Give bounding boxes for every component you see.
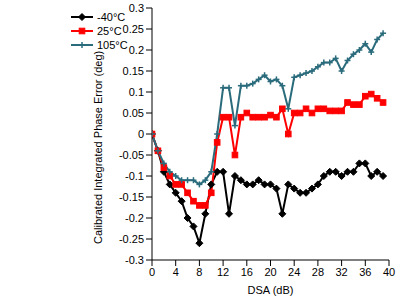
svg-text:40: 40 [383,266,395,278]
html-text:-40°C: -40°C [97,11,126,23]
svg-text:0: 0 [149,266,155,278]
svg-text:-0.2: -0.2 [125,212,144,224]
html-text:105°C: 105°C [97,39,128,51]
svg-text:0.1: 0.1 [129,86,144,98]
svg-text:-0.1: -0.1 [125,170,144,182]
svg-text:36: 36 [359,266,371,278]
svg-text:28: 28 [312,266,324,278]
svg-text:24: 24 [288,266,300,278]
svg-text:8: 8 [196,266,202,278]
svg-text:0.3: 0.3 [129,2,144,14]
svg-text:0.2: 0.2 [129,44,144,56]
svg-text:-0.25: -0.25 [119,233,144,245]
svg-text:32: 32 [335,266,347,278]
svg-text:Calibrated Integrated Phase Er: Calibrated Integrated Phase Error (deg) [92,51,104,244]
html-text:25°C: 25°C [97,25,122,37]
svg-text:-0.15: -0.15 [119,191,144,203]
svg-text:0.15: 0.15 [123,65,144,77]
svg-text:12: 12 [217,266,229,278]
svg-text:0.05: 0.05 [123,107,144,119]
svg-text:0: 0 [138,128,144,140]
svg-text:20: 20 [264,266,276,278]
svg-text:-0.3: -0.3 [125,254,144,266]
svg-text:4: 4 [173,266,179,278]
svg-text:DSA (dB): DSA (dB) [248,284,294,296]
svg-text:0.25: 0.25 [123,23,144,35]
svg-text:16: 16 [241,266,253,278]
svg-text:-0.05: -0.05 [119,149,144,161]
